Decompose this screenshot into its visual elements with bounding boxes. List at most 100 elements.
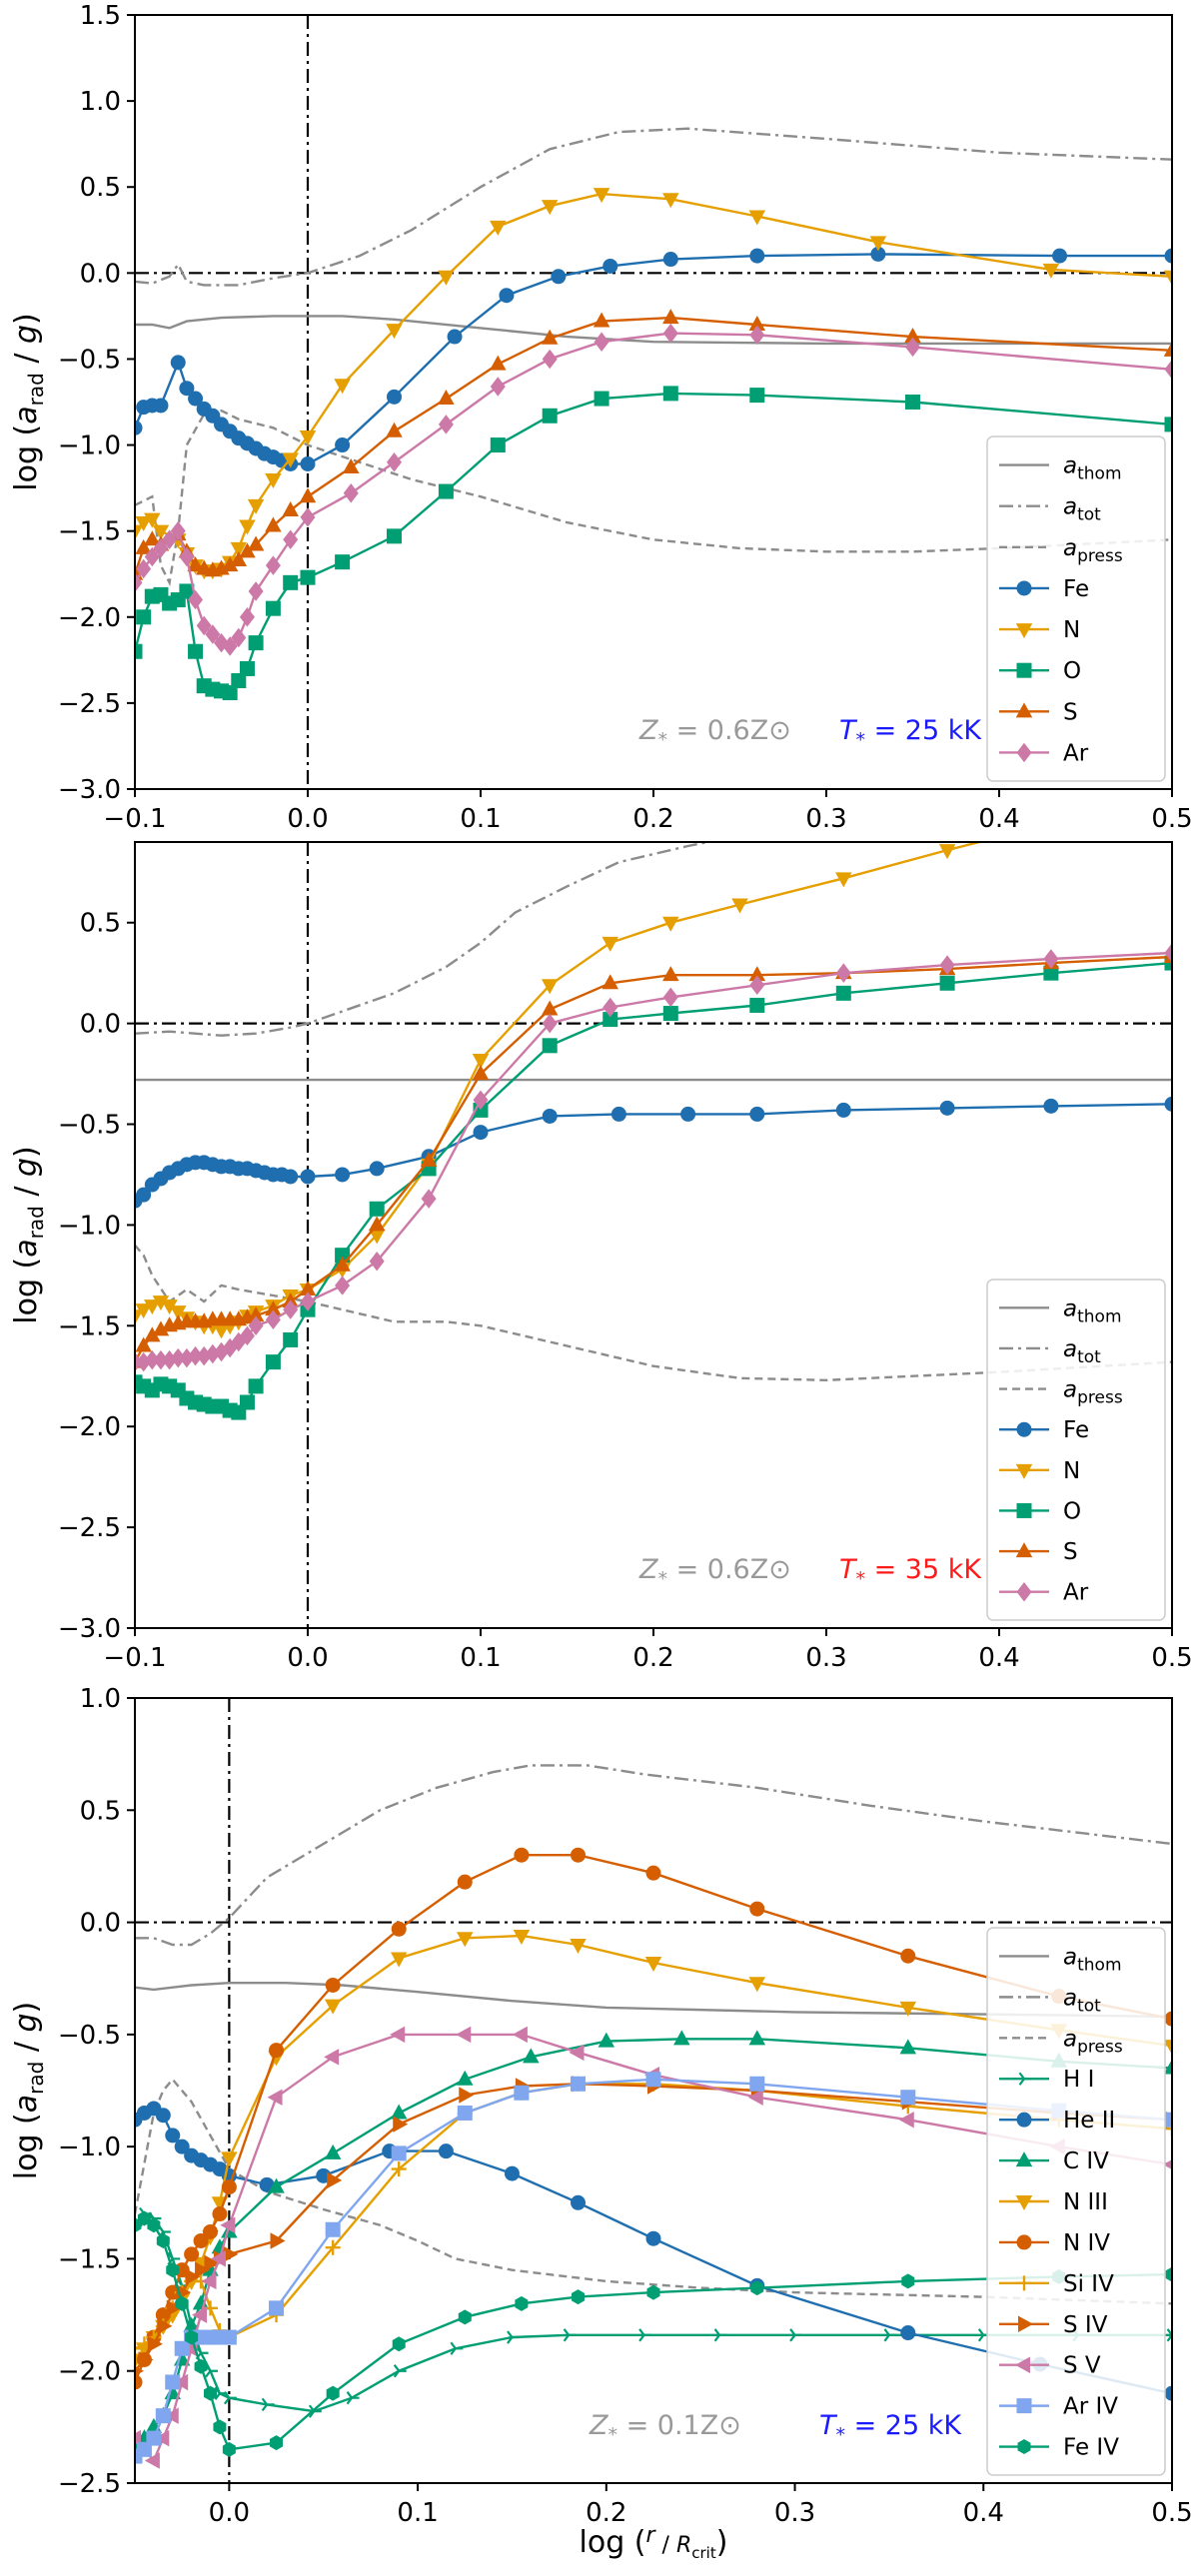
data-point-o	[438, 483, 454, 499]
data-point-ar	[136, 558, 152, 579]
data-point-n	[541, 200, 559, 216]
legend-marker-n	[1015, 623, 1033, 639]
data-point-s	[386, 422, 403, 437]
data-point-s-iv	[459, 2087, 475, 2104]
data-point-ar	[248, 1315, 264, 1336]
legend-label-n-iii: N III	[1063, 2189, 1108, 2215]
series-line-a-tot	[135, 842, 714, 1037]
data-point-fe-iv	[222, 2441, 236, 2457]
x-axis-label-text: log (r / Rcrit)	[580, 2523, 728, 2562]
data-point-fe-iv	[203, 2385, 217, 2401]
x-tick-label: 0.3	[805, 1643, 846, 1673]
series-n	[135, 842, 984, 1339]
legend-label-n: N	[1063, 617, 1080, 643]
x-tick-label: 0.1	[460, 804, 501, 834]
data-point-s-v	[747, 2089, 763, 2106]
data-point-fe-iv	[213, 2419, 227, 2435]
data-point-s	[541, 1000, 559, 1016]
data-point-fe-iv	[185, 2329, 199, 2345]
data-point-o	[335, 554, 351, 570]
legend: athom atot apress H I He II C IV N III N IV Si I…	[986, 1927, 1166, 2476]
data-point-h-i	[713, 2328, 727, 2342]
data-point-o	[542, 1038, 558, 1054]
data-point-s	[904, 328, 921, 344]
data-point-c-iv	[390, 2104, 408, 2120]
data-point-fe	[602, 258, 618, 274]
x-tick-label: 0.1	[397, 2498, 438, 2528]
data-point-n	[213, 1323, 230, 1339]
data-point-ar	[248, 581, 264, 601]
data-point-n	[938, 844, 956, 860]
data-point-fe	[870, 246, 886, 262]
data-point-he-ii	[1164, 2385, 1172, 2401]
y-tick-label: −0.5	[58, 345, 121, 375]
data-point-fe	[835, 1102, 851, 1118]
data-point-ar	[335, 1276, 351, 1295]
data-point-o	[387, 528, 402, 544]
data-point-n-iv	[645, 1865, 661, 1881]
data-point-n-iv	[221, 2179, 237, 2195]
data-point-fe-iv	[392, 2336, 406, 2352]
legend-label-a-tot: atot	[1063, 1985, 1101, 2016]
data-point-c-iv	[192, 2294, 210, 2310]
data-point-o	[835, 985, 851, 1001]
data-point-s	[221, 556, 239, 572]
legend-marker-he-ii	[1016, 2112, 1032, 2128]
data-point-fe	[551, 269, 567, 285]
data-point-fe-iv	[1165, 2266, 1172, 2282]
data-point-n	[368, 1229, 386, 1245]
data-point-n-iii	[748, 1977, 766, 1993]
series-fe	[135, 1096, 1172, 1209]
data-point-fe	[188, 391, 204, 407]
data-point-s	[239, 542, 256, 558]
data-point-s-v	[144, 2452, 160, 2469]
data-point-ar	[438, 415, 454, 434]
data-point-ar	[205, 624, 221, 644]
data-point-s-iv	[135, 2365, 144, 2376]
data-point-s-iv	[327, 2171, 343, 2189]
top-panel: −0.1 0.0 0.1 0.2 0.3 0.4 0.5 −3.0 −2.5 −2.0 −1.5 −1…	[9, 1, 1193, 834]
x-tick-label: 0.3	[774, 2498, 815, 2528]
series-line-ar-iv	[135, 2078, 1172, 2458]
data-point-s	[541, 329, 559, 345]
data-point-n	[247, 498, 265, 514]
data-point-n	[1042, 263, 1060, 279]
legend-label-n-iv: N IV	[1063, 2230, 1110, 2256]
temperature-annotation: T* = 25 kK	[819, 2410, 962, 2446]
legend-marker-ar	[1016, 1581, 1032, 1602]
data-point-c-iv	[673, 2030, 690, 2046]
series-line-s-iv	[135, 2083, 1172, 2372]
data-point-o	[369, 1201, 385, 1217]
data-point-fe-iv	[750, 2280, 764, 2296]
data-point-fe	[680, 1106, 696, 1122]
data-point-o	[265, 1354, 281, 1370]
metallicity-annotation: Z* = 0.6Z⊙	[638, 715, 791, 751]
data-point-s	[135, 1336, 152, 1352]
data-point-s	[187, 556, 204, 572]
data-point-n	[490, 220, 507, 236]
data-point-ar	[239, 1325, 255, 1346]
data-point-si-iv	[135, 2340, 143, 2356]
data-point-fe	[1043, 1098, 1059, 1114]
data-point-n	[334, 379, 351, 395]
data-point-si-iv	[1164, 2121, 1172, 2137]
data-point-ar	[144, 1349, 160, 1370]
data-point-o	[749, 388, 765, 404]
legend-marker-n-iv	[1016, 2234, 1032, 2250]
data-point-n-iii	[324, 1999, 342, 2015]
data-point-fe	[335, 1167, 351, 1183]
data-point-o	[265, 600, 281, 616]
data-point-s-v	[173, 2373, 189, 2391]
data-point-s	[247, 1306, 265, 1322]
data-point-s	[343, 457, 360, 473]
data-point-he-ii	[900, 2325, 916, 2341]
data-point-n-iii	[221, 2151, 238, 2167]
data-point-n-iii	[513, 1930, 531, 1946]
legend-label-a-thom: athom	[1063, 1944, 1122, 1975]
data-point-fe	[170, 355, 186, 371]
data-point-n-iv	[391, 1921, 407, 1937]
series-a-thom	[135, 315, 1172, 346]
bottom-panel: 0.0 0.1 0.2 0.3 0.4 0.5 −2.5 −2.0 −1.5 −1.0 −0.5 0.…	[9, 1684, 1193, 2528]
data-point-ar	[196, 615, 212, 636]
